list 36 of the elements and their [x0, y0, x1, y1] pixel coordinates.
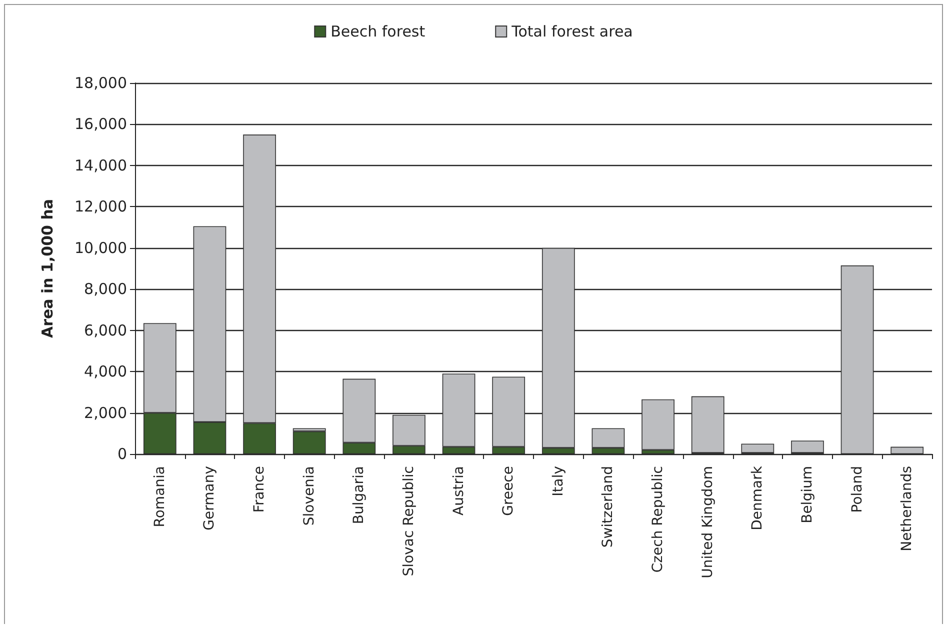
x-tick-label: Slovenia [301, 466, 318, 526]
x-tick-label: France [252, 466, 268, 513]
y-tick-label: 8,000 [84, 280, 127, 298]
x-tick-label: Netherlands [899, 466, 916, 552]
legend-label: Beech forest [330, 22, 426, 40]
y-tick-label: 4,000 [84, 362, 127, 381]
y-tick-label: 14,000 [74, 156, 127, 174]
y-tick-label: 6,000 [84, 321, 127, 340]
x-tick-label: Greece [500, 466, 517, 516]
y-tick-label: 2,000 [84, 404, 127, 422]
bar [791, 440, 824, 453]
bar [292, 431, 326, 454]
y-tick-label: 0 [117, 445, 127, 463]
x-tick-label: Italy [550, 466, 566, 496]
x-tick-label: Slovac Republic [400, 466, 417, 576]
bar [890, 446, 924, 454]
y-tick-label: 10,000 [74, 238, 127, 257]
y-tick-label: 12,000 [74, 198, 127, 216]
bar [840, 265, 874, 454]
x-tick-label: Romania [152, 466, 168, 528]
x-tick-label: Denmark [750, 465, 766, 530]
x-tick-label: Austria [450, 466, 467, 516]
x-tick-label: Poland [849, 466, 866, 513]
bar [642, 399, 674, 450]
legend-label: Total forest area [510, 22, 633, 40]
bar [741, 444, 774, 453]
x-tick-label: Belgium [799, 466, 816, 524]
x-tick-label: Germany [202, 466, 218, 530]
x-tick-label: Switzerland [600, 466, 616, 548]
y-tick-label: 16,000 [74, 115, 127, 134]
bar [691, 396, 724, 453]
x-tick-label: United Kingdom [700, 466, 716, 578]
y-axis-title: Area in 1,000 ha [38, 198, 56, 338]
y-tick-label: 18,000 [74, 74, 127, 92]
x-tick-label: Czech Republic [650, 466, 666, 573]
x-tick-label: Bulgaria [351, 466, 368, 524]
